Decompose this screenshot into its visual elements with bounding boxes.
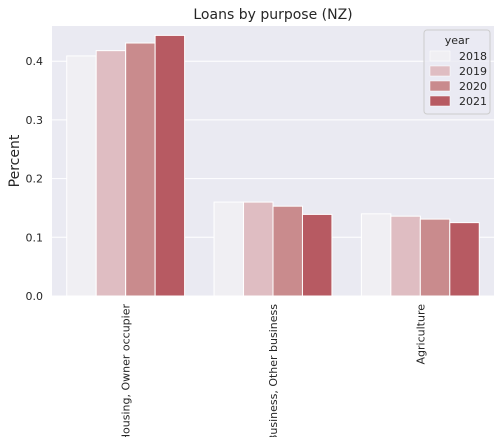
x-tick-label: Housing, Owner occupier (120, 304, 133, 437)
bar-2020-1 (272, 205, 303, 297)
legend-swatch-2020 (429, 80, 451, 92)
y-tick-label: 0.2 (26, 173, 44, 186)
y-tick-label: 0.4 (26, 55, 44, 68)
bar-2018-2 (360, 213, 392, 297)
legend-label: 2020 (459, 80, 487, 93)
bar-2018-1 (213, 201, 245, 297)
x-tick-label: Agriculture (414, 304, 427, 365)
y-axis-ticks: 0.0 0.1 0.2 0.3 0.4 (26, 55, 44, 303)
x-axis-ticks: Housing, Owner occupier Business, Other b… (120, 304, 428, 437)
chart-title: Loans by purpose (NZ) (193, 7, 352, 23)
bars (66, 34, 480, 297)
y-tick-label: 0.3 (26, 114, 44, 127)
bar-2018-0 (66, 55, 97, 297)
legend-swatch-2021 (429, 95, 451, 107)
bar-2020-0 (125, 42, 156, 297)
bar-2019-0 (95, 50, 127, 297)
legend-swatch-2018 (429, 50, 451, 62)
bar-2020-2 (419, 218, 451, 297)
bar-2019-1 (243, 201, 274, 297)
legend-swatch-2019 (429, 65, 451, 77)
legend-title: year (445, 34, 470, 47)
y-tick-label: 0.1 (26, 231, 44, 244)
y-axis-label: Percent (7, 134, 23, 187)
legend-label: 2018 (459, 50, 487, 63)
legend: year 2018 2019 2020 2021 (423, 29, 491, 115)
bar-2021-1 (301, 213, 333, 297)
bar-2019-2 (390, 215, 421, 297)
x-tick-label: Business, Other business (267, 304, 280, 437)
bar-2021-0 (154, 34, 186, 297)
legend-label: 2021 (459, 95, 487, 108)
bar-2021-2 (449, 222, 480, 297)
legend-label: 2019 (459, 65, 487, 78)
y-tick-label: 0.0 (26, 290, 44, 303)
